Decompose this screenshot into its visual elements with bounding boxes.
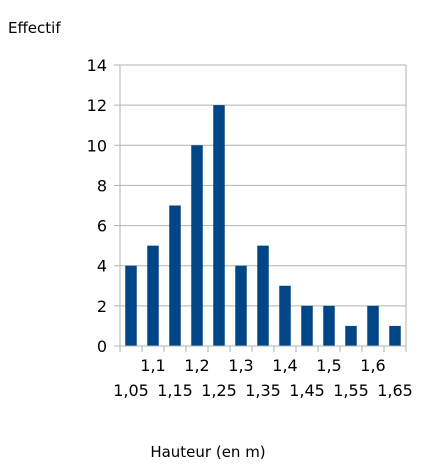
axes [114, 64, 407, 352]
bar [323, 305, 335, 346]
bar [301, 305, 313, 346]
x-tick-label: 1,05 [113, 381, 149, 400]
bar [191, 145, 203, 346]
y-tick-label: 4 [97, 257, 107, 276]
y-tick-label: 12 [87, 96, 107, 115]
gridlines [120, 64, 406, 307]
x-tick-label: 1,3 [228, 356, 253, 375]
bar [125, 265, 137, 346]
bar [213, 105, 225, 347]
x-tick-label: 1,35 [245, 381, 281, 400]
bar [147, 245, 159, 346]
y-tick-label: 0 [97, 337, 107, 356]
x-tick-label: 1,55 [333, 381, 369, 400]
x-tick-label: 1,5 [316, 356, 341, 375]
bar [257, 245, 269, 346]
bar [389, 325, 401, 346]
x-tick-label: 1,45 [289, 381, 325, 400]
y-tick-label: 8 [97, 176, 107, 195]
bar [279, 285, 291, 346]
bar [169, 205, 181, 346]
x-tick-label: 1,6 [360, 356, 385, 375]
x-tick-labels: 1,05 1,1 1,15 1,2 1,25 1,3 1,35 1,4 1,45 1,5 1,55 1… [113, 356, 413, 400]
x-tick-label: 1,15 [157, 381, 193, 400]
x-tick-label: 1,1 [140, 356, 165, 375]
y-tick-label: 2 [97, 297, 107, 316]
y-tick-labels: 0 2 4 6 8 10 12 14 [87, 56, 107, 356]
x-tick-label: 1,4 [272, 356, 297, 375]
bar [235, 265, 247, 346]
x-tick-label: 1,25 [201, 381, 237, 400]
bars [125, 105, 401, 347]
x-axis-label: Hauteur (en m) [150, 443, 265, 461]
y-axis-label: Effectif [8, 19, 61, 37]
x-tick-label: 1,2 [184, 356, 209, 375]
y-tick-label: 6 [97, 217, 107, 236]
bar [367, 305, 379, 346]
y-tick-label: 10 [87, 136, 107, 155]
y-tick-label: 14 [87, 56, 107, 75]
bar [345, 325, 357, 346]
x-tick-label: 1,65 [377, 381, 413, 400]
